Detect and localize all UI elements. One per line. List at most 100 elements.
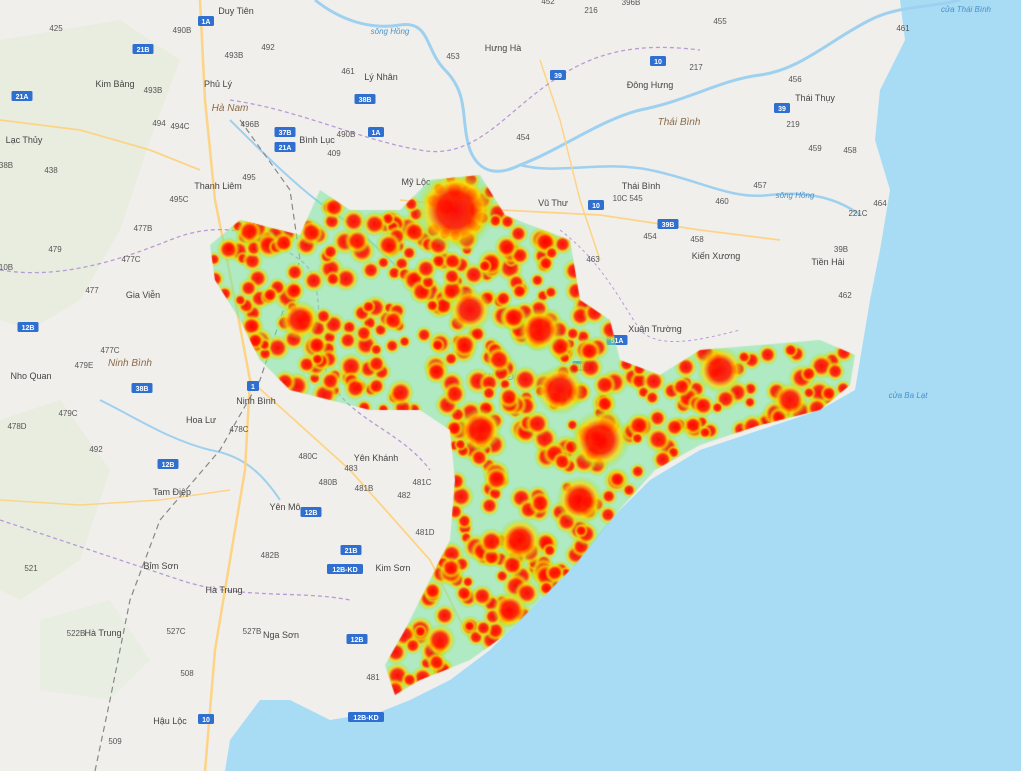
road-number-label: 454 [516,133,530,142]
road-number-label: 508 [180,669,194,678]
place-label: Thanh Liêm [194,181,242,191]
road-number-label: 477C [121,255,140,264]
place-label: Gia Viễn [126,290,160,300]
place-label: Xuân Trường [628,324,681,334]
water-label: cửa Ba Lạt [889,391,929,400]
road-number-label: 479C [58,409,77,418]
road-number-label: 454 [643,232,657,241]
place-label: Mỹ Lộc [401,177,431,187]
road-number-label: 217 [689,63,703,72]
province-label: Ninh Bình [108,358,152,369]
place-label: Nga Sơn [263,630,299,640]
place-label: Bình Lục [299,135,335,145]
road-number-label: 522B [67,629,86,638]
road-number-label: 478D [7,422,26,431]
road-number-label: 409 [327,149,341,158]
road-number-label: 481 [366,673,380,682]
place-label: Hoa Lư [186,415,216,425]
road-number-label: 425 [49,24,63,33]
water-label: cửa Thái Bình [941,5,992,14]
road-number-label: 482B [261,551,280,560]
road-number-label: 480C [298,452,317,461]
place-label: Yên Mô [269,502,300,512]
place-label: Tam Điệp [153,487,191,497]
water-label: sông Hồng [371,27,410,36]
place-label: Nho Quan [10,371,51,381]
road-number-label: 463 [586,255,600,264]
route-shield-label: 51A [611,338,624,345]
road-number-label: 456 [788,75,802,84]
road-number-label: 219 [786,120,800,129]
route-shield-label: 39 [778,106,786,113]
road-number-label: 494 [152,119,166,128]
road-number-label: 396B [622,0,641,7]
route-shield-label: 12B-KD [353,715,378,722]
road-number-label: 492 [89,445,103,454]
place-label: Vũ Thư [538,198,568,208]
road-number-label: 481C [412,478,431,487]
road-number-label: 493B [144,86,163,95]
place-label: Kim Bảng [95,79,134,89]
road-number-label: 438 [44,166,58,175]
route-shield-label: 39B [577,364,590,371]
route-shield-label: 21A [279,145,292,152]
route-shield-label: 37B [279,130,292,137]
road-number-label: 477 [85,286,99,295]
route-shield-label: 10 [592,203,600,210]
route-shield-label: 38B [359,97,372,104]
province-label: Thái Bình [658,117,701,128]
place-label: Ninh Bình [236,396,276,406]
road-number-label: 479E [75,361,94,370]
place-label: Tiền Hải [811,257,844,267]
road-number-label: 509 [108,737,122,746]
place-label: Đông Hưng [627,80,674,90]
road-number-label: 490B [173,26,192,35]
road-number-label: 39B [834,245,848,254]
route-shield-label: 21B [137,47,150,54]
place-label: Hưng Hà [485,43,522,53]
road-number-label: 10B [0,263,13,272]
road-number-label: 452 [541,0,555,6]
road-number-label: 216 [584,6,598,15]
road-number-label: 493B [225,51,244,60]
road-number-label: 494C [170,122,189,131]
route-shield-label: 12B-KD [332,567,357,574]
road-number-label: 460 [715,197,729,206]
route-shield-label: 12B [22,325,35,332]
province-label: Hà Nam [212,103,249,114]
road-number-label: 221C [848,209,867,218]
route-shield-label: 1A [202,19,211,26]
route-shield-label: 39 [554,73,562,80]
road-number-label: 495C [169,195,188,204]
road-number-label: 458 [690,235,704,244]
place-label: Hà Trung [84,628,121,638]
road-number-label: 527C [166,627,185,636]
road-number-label: 483 [344,464,358,473]
road-number-label: 490B [337,130,356,139]
road-number-label: 477B [134,224,153,233]
route-shield-label: 38B [136,386,149,393]
road-number-label: 527B [243,627,262,636]
route-shield-label: 21A [16,94,29,101]
road-number-label: 461 [341,67,355,76]
road-number-label: 462 [838,291,852,300]
road-number-label: 464 [873,199,887,208]
route-shield-label: 10 [654,59,662,66]
road-number-label: 453 [446,52,460,61]
place-label: Hà Trung [205,585,242,595]
route-shield-label: 21B [345,548,358,555]
road-number-label: 10C [613,194,628,203]
place-label: Lý Nhân [364,72,398,82]
route-shield-label: 12B [162,462,175,469]
place-label: Hậu Lộc [153,716,187,726]
route-shield-label: 12B [305,510,318,517]
road-number-label: 496B [241,120,260,129]
road-number-label: 481B [355,484,374,493]
route-shield-label: 39B [662,222,675,229]
road-number-label: 455 [713,17,727,26]
route-shield-label: 1 [251,384,255,391]
road-number-label: 521 [24,564,38,573]
road-number-label: 492 [261,43,275,52]
